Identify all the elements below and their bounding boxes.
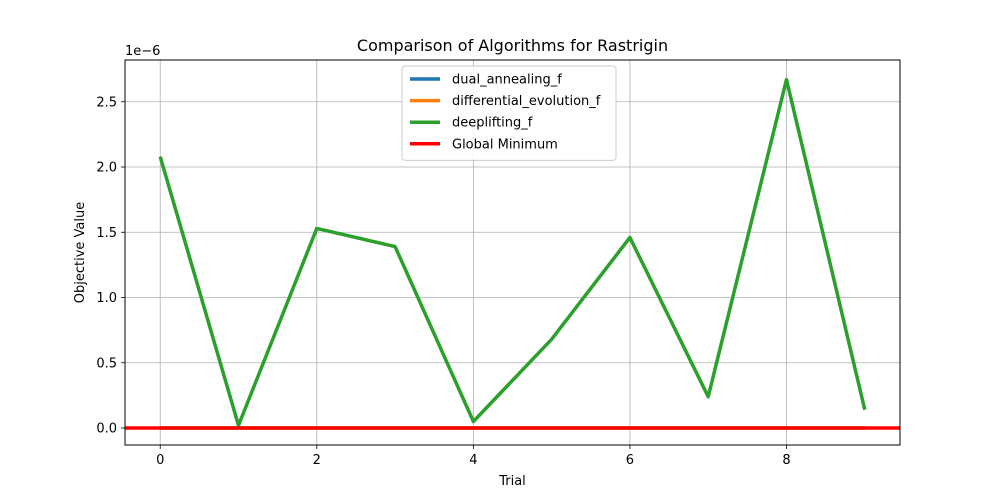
legend: dual_annealing_f differential_evolution_f… xyxy=(401,65,617,161)
series-line-deeplifting-f xyxy=(158,77,867,428)
y-axis-label: Objective Value xyxy=(73,202,88,303)
y-axis-offset-text: 1e−6 xyxy=(125,44,160,59)
x-axis-label: Trial xyxy=(498,474,526,489)
legend-label: deeplifting_f xyxy=(452,116,533,131)
x-tick-label: 2 xyxy=(313,453,321,468)
legend-box xyxy=(401,65,617,161)
y-tick-label: 0.0 xyxy=(96,422,117,437)
legend-label: differential_evolution_f xyxy=(452,94,601,109)
x-tick-label: 4 xyxy=(469,453,477,468)
y-tick-label: 2.5 xyxy=(96,95,117,110)
y-tick-label: 2.0 xyxy=(96,161,117,176)
x-tick-label: 6 xyxy=(626,453,634,468)
ticks: 0 2 4 6 8 0.0 0.5 1.0 1.5 2.0 2.5 xyxy=(96,95,790,468)
x-tick-label: 8 xyxy=(782,453,790,468)
x-tick-label: 0 xyxy=(156,453,164,468)
y-tick-label: 0.5 xyxy=(96,356,117,371)
y-tick-label: 1.0 xyxy=(96,291,117,306)
legend-label: Global Minimum xyxy=(452,137,558,152)
y-tick-label: 1.5 xyxy=(96,226,117,241)
chart-title: Comparison of Algorithms for Rastrigin xyxy=(357,36,668,55)
plot-frame xyxy=(124,59,901,446)
series-lines xyxy=(125,77,900,430)
legend-label: dual_annealing_f xyxy=(452,73,562,88)
